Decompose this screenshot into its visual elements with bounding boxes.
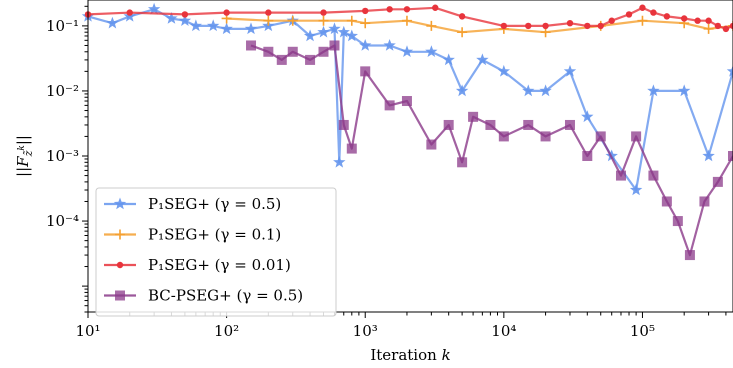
data-point — [426, 140, 436, 150]
data-point — [694, 18, 700, 24]
data-point — [360, 66, 370, 76]
data-point — [459, 13, 465, 19]
data-point — [305, 55, 315, 65]
y-axis-label: ||Fz̃k|| — [14, 135, 35, 177]
data-point — [662, 196, 672, 206]
data-point — [648, 171, 658, 181]
data-point — [265, 9, 271, 15]
legend: P₁SEG+ (γ = 0.5) P₁SEG+ (γ = 0.1) P₁SEG+ (… — [96, 188, 336, 316]
x-tick-label: 10¹ — [75, 322, 100, 340]
x-tick-label: 10³ — [353, 322, 378, 340]
data-point — [499, 131, 509, 141]
y-tick-label: 10⁻¹ — [46, 17, 79, 35]
data-point — [664, 13, 670, 19]
data-point — [182, 11, 188, 17]
data-point — [263, 47, 273, 57]
data-point — [723, 26, 729, 32]
data-point — [728, 151, 733, 161]
data-point — [715, 23, 721, 29]
data-point — [626, 11, 632, 17]
data-point — [444, 120, 454, 130]
data-point — [609, 18, 615, 24]
x-tick-label: 10² — [214, 322, 239, 340]
data-point — [582, 151, 592, 161]
data-point — [596, 131, 606, 141]
data-point — [277, 55, 287, 65]
data-point — [567, 20, 573, 26]
legend-label: P₁SEG+ (γ = 0.1) — [148, 226, 281, 244]
data-point — [246, 40, 256, 50]
data-point — [127, 9, 133, 15]
data-point — [319, 47, 329, 57]
data-point — [685, 250, 695, 260]
legend-marker — [115, 291, 125, 301]
data-point — [713, 177, 723, 187]
y-tick-label: 10⁻³ — [46, 147, 79, 165]
legend-label: BC-PSEG+ (γ = 0.5) — [148, 287, 303, 305]
data-point — [616, 171, 626, 181]
data-point — [362, 8, 368, 14]
x-axis-label: Iteration k — [370, 346, 450, 364]
legend-marker — [117, 262, 123, 268]
data-point — [541, 131, 551, 141]
data-point — [468, 112, 478, 122]
legend-label: P₁SEG+ (γ = 0.5) — [148, 195, 281, 213]
data-point — [386, 6, 392, 12]
data-point — [223, 9, 229, 15]
data-point — [650, 9, 656, 15]
data-point — [404, 6, 410, 12]
data-point — [699, 196, 709, 206]
data-point — [320, 9, 326, 15]
data-point — [385, 100, 395, 110]
data-point — [339, 120, 349, 130]
data-point — [457, 157, 467, 167]
data-point — [598, 23, 604, 29]
data-point — [485, 120, 495, 130]
data-point — [639, 5, 645, 11]
data-point — [631, 131, 641, 141]
data-point — [565, 120, 575, 130]
data-point — [523, 120, 533, 130]
data-point — [525, 23, 531, 29]
data-point — [705, 18, 711, 24]
data-point — [584, 23, 590, 29]
x-tick-label: 10⁵ — [630, 322, 655, 340]
y-tick-label: 10⁻⁴ — [46, 212, 79, 230]
data-point — [542, 23, 548, 29]
data-point — [432, 5, 438, 11]
data-point — [681, 15, 687, 21]
data-point — [402, 96, 412, 106]
data-point — [329, 40, 339, 50]
data-point — [347, 144, 357, 154]
data-point — [673, 216, 683, 226]
svg-text:||Fz̃k||: ||Fz̃k|| — [14, 135, 35, 177]
data-point — [501, 23, 507, 29]
data-point — [288, 47, 298, 57]
y-tick-label: 10⁻² — [46, 82, 79, 100]
legend-label: P₁SEG+ (γ = 0.01) — [148, 256, 291, 274]
x-tick-label: 10⁴ — [491, 322, 516, 340]
